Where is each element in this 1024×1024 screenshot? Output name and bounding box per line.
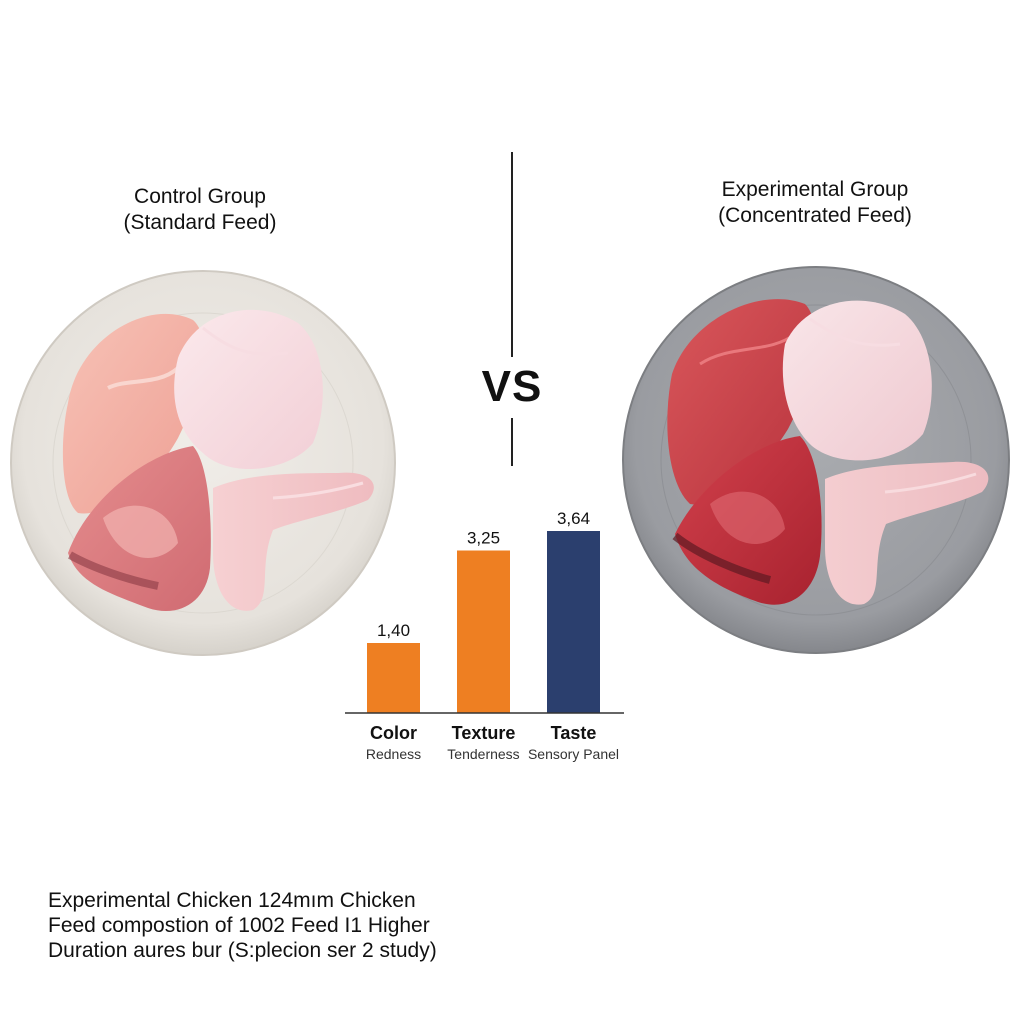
experimental-group-title-line1: Experimental Group [721,178,909,201]
attribute-bar-chart: 1,40 Color Redness 3,25 Texture Tenderness 3,6… [345,509,624,762]
footnote-line3: Duration aures bur (S:plecion ser 2 stud… [48,939,437,962]
value-label-texture: 3,25 [467,529,500,548]
bar-texture [457,550,510,713]
bar-color [367,643,420,713]
footnote: Experimental Chicken 124mım Chicken Feed… [48,888,437,963]
category-sublabel-color: Redness [366,746,421,762]
experimental-group-title: Experimental Group (Concentrated Feed) [680,177,950,229]
value-label-taste: 3,64 [557,509,590,528]
vs-label: VS [481,362,543,411]
category-label-taste: Taste [551,723,597,743]
control-group-title-line2: (Standard Feed) [123,211,277,234]
experimental-plate-image [622,266,1010,654]
category-sublabel-taste: Sensory Panel [528,746,619,762]
experimental-group-title-line2: (Concentrated Feed) [718,204,912,227]
vs-divider-bottom [511,418,513,466]
footnote-line2: Feed compostion of 1002 Feed I1 Higher [48,914,430,937]
vs-divider-top [511,152,513,357]
bar-taste [547,531,600,713]
control-plate-image [10,270,396,656]
category-label-texture: Texture [452,723,516,743]
category-label-color: Color [370,723,417,743]
value-label-color: 1,40 [377,621,410,640]
control-group-title-line1: Control Group [134,185,266,208]
control-group-title: Control Group (Standard Feed) [80,184,320,236]
category-sublabel-texture: Tenderness [447,746,519,762]
footnote-line1: Experimental Chicken 124mım Chicken [48,889,416,912]
